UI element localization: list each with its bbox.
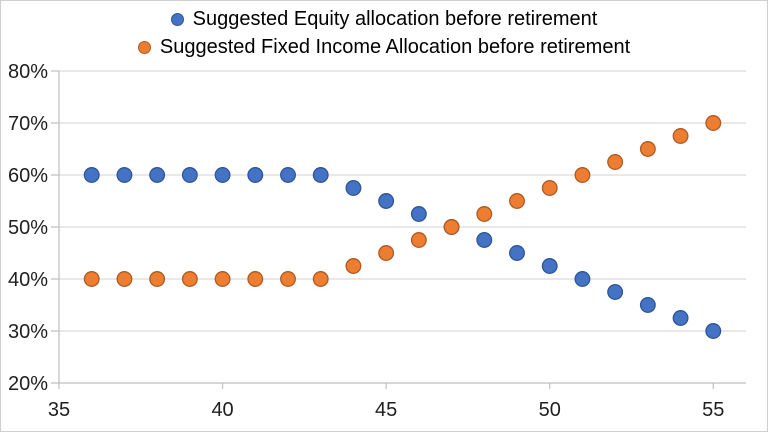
data-point-equity [280, 167, 296, 183]
x-axis-label: 45 [375, 399, 397, 421]
legend-label-fixed-income: Suggested Fixed Income Allocation before… [159, 36, 631, 58]
data-point-fixed-income [83, 271, 100, 287]
data-point-equity [574, 271, 591, 287]
y-axis-label: 40% [8, 269, 48, 291]
data-point-fixed-income [181, 271, 198, 287]
y-axis-label: 30% [8, 321, 48, 343]
data-point-fixed-income [345, 258, 362, 274]
data-point-equity [541, 258, 558, 274]
data-point-fixed-income [247, 271, 264, 287]
legend-marker-equity-icon [170, 13, 184, 26]
data-point-equity [83, 167, 100, 183]
data-point-equity [214, 167, 231, 183]
x-axis-label: 55 [702, 399, 724, 421]
data-point-fixed-income [410, 232, 427, 248]
legend-item-equity: Suggested Equity allocation before retir… [170, 6, 598, 33]
legend-item-fixed-income: Suggested Fixed Income Allocation before… [137, 34, 631, 61]
y-axis-label: 20% [8, 373, 48, 395]
data-point-fixed-income [214, 271, 231, 287]
data-point-equity [247, 167, 264, 183]
data-point-fixed-income [443, 219, 460, 235]
data-point-equity [705, 323, 722, 339]
data-point-fixed-income [541, 180, 558, 196]
x-axis-label: 35 [48, 399, 70, 421]
data-point-fixed-income [312, 271, 329, 287]
data-point-equity [639, 297, 656, 313]
data-point-fixed-income [639, 141, 656, 157]
data-point-equity [345, 180, 362, 196]
data-point-equity [476, 232, 493, 248]
data-point-fixed-income [378, 245, 395, 261]
data-point-equity [607, 284, 624, 300]
y-axis-label: 50% [8, 217, 48, 239]
data-point-equity [672, 310, 689, 326]
data-point-equity [509, 245, 525, 261]
x-axis-label: 50 [539, 399, 561, 421]
data-point-equity [410, 206, 427, 222]
data-point-fixed-income [476, 206, 493, 222]
legend-marker-fixed-income-icon [137, 41, 151, 54]
data-point-equity [312, 167, 329, 183]
data-point-equity [116, 167, 133, 183]
y-axis-label: 70% [8, 113, 48, 135]
chart-legend: Suggested Equity allocation before retir… [1, 6, 767, 61]
data-point-fixed-income [607, 154, 624, 170]
legend-label-equity: Suggested Equity allocation before retir… [192, 8, 598, 30]
data-point-fixed-income [705, 115, 722, 131]
data-point-fixed-income [116, 271, 133, 287]
data-point-fixed-income [280, 271, 296, 287]
x-axis-label: 40 [211, 399, 233, 421]
data-point-equity [149, 167, 166, 183]
y-axis-label: 80% [8, 61, 48, 83]
data-point-fixed-income [149, 271, 166, 287]
data-point-equity [378, 193, 395, 209]
y-axis-label: 60% [8, 165, 48, 187]
data-point-equity [181, 167, 198, 183]
data-point-fixed-income [509, 193, 525, 209]
data-point-fixed-income [672, 128, 689, 144]
data-point-fixed-income [574, 167, 591, 183]
